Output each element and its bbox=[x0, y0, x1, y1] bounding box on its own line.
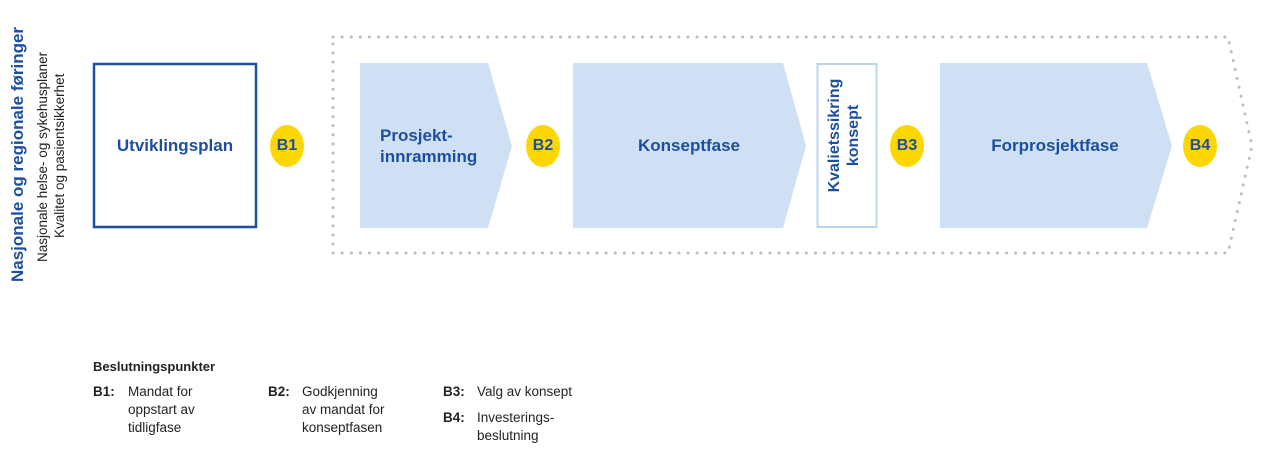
legend-b4-line: beslutning bbox=[477, 428, 539, 443]
legend-b4-line: Investerings- bbox=[477, 410, 555, 425]
side-line-1: Nasjonale helse- og sykehusplaner bbox=[35, 51, 50, 262]
badge-b1-circle bbox=[270, 125, 304, 167]
side-title: Nasjonale og regionale føringer bbox=[8, 26, 27, 282]
forprosjektfase-chevron bbox=[940, 63, 1172, 228]
badge-b4-circle bbox=[1183, 125, 1217, 167]
badge-b2: B2 bbox=[532, 137, 554, 154]
legend-b1-text: Mandat for oppstart av tidligfase bbox=[128, 383, 195, 437]
legend-b4-text: Investerings- beslutning bbox=[477, 409, 554, 445]
legend-b3-text: Valg av konsept bbox=[477, 384, 573, 399]
prosjektinnramming-chevron bbox=[360, 63, 512, 228]
legend-title: Beslutningspunkter bbox=[93, 359, 216, 374]
kvalitetssikring-line-2: konsept bbox=[845, 104, 862, 167]
dotted-frame bbox=[331, 35, 1254, 255]
kvalitetssikring-box bbox=[816, 63, 878, 228]
forprosjektfase-label: Forprosjektfase bbox=[991, 136, 1119, 155]
badge-b3: B3 bbox=[896, 137, 918, 154]
badge-b2-circle bbox=[526, 125, 560, 167]
legend-b2-text: Godkjenning av mandat for konseptfasen bbox=[302, 383, 385, 437]
kvalitetssikring-line-1: Kvalietssikring bbox=[826, 78, 843, 193]
prosjektinnramming-label: Prosjekt-innramming bbox=[360, 63, 510, 228]
badge-b4: B4 bbox=[1189, 137, 1211, 154]
legend-b2-line: av mandat for bbox=[302, 402, 385, 417]
legend-b2-key: B2: bbox=[268, 384, 290, 399]
legend-b3-key: B3: bbox=[443, 384, 465, 399]
legend-b1-line: tidligfase bbox=[128, 420, 182, 435]
side-line-2: Kvalitet og pasientsikkerhet bbox=[52, 73, 67, 238]
utviklingsplan-label: Utviklingsplan bbox=[116, 136, 234, 155]
konseptfase-chevron bbox=[573, 63, 806, 228]
prosjektinnramming-line-1: Prosjekt- bbox=[380, 125, 453, 145]
utviklingsplan-box bbox=[92, 62, 258, 229]
legend-b2-line: Godkjenning bbox=[302, 384, 378, 399]
legend-b2-line: konseptfasen bbox=[302, 420, 383, 435]
legend-b1-key: B1: bbox=[93, 384, 115, 399]
legend-b4-key: B4: bbox=[443, 410, 465, 425]
kvalitetssikring-label: Kvalietssikring konsept bbox=[825, 63, 863, 208]
legend-b1-line: oppstart av bbox=[128, 402, 195, 417]
badge-b3-circle bbox=[890, 125, 924, 167]
legend-b1-line: Mandat for bbox=[128, 384, 193, 399]
badge-b1: B1 bbox=[276, 137, 298, 154]
konseptfase-label: Konseptfase bbox=[637, 136, 741, 155]
prosjektinnramming-line-2: innramming bbox=[380, 146, 478, 166]
